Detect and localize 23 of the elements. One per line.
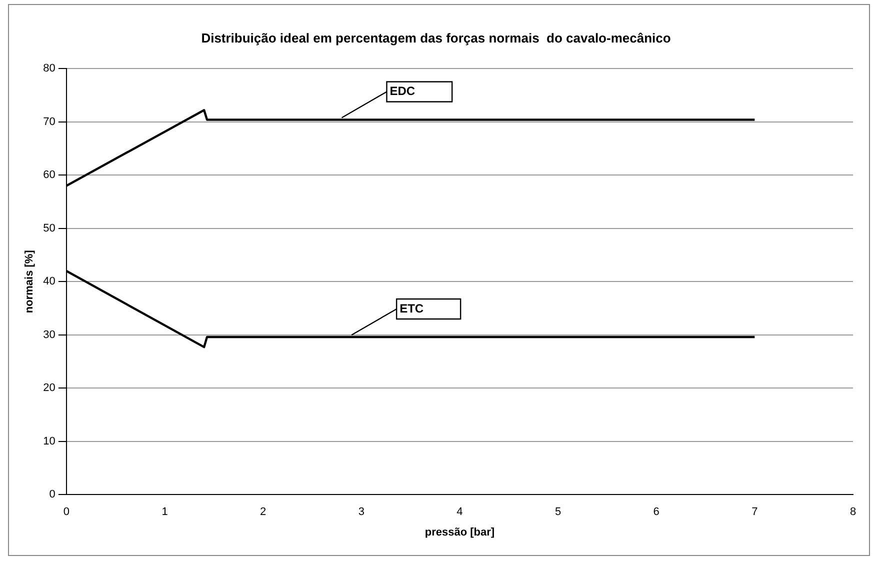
chart-title: Distribuição ideal em percentagem das forças normais do cavalo-mecânico [201, 30, 671, 46]
y-tick-label: 60 [43, 169, 56, 182]
x-tick-label: 1 [162, 506, 168, 518]
y-axis-title: normais [%] [24, 250, 36, 314]
y-tick-label: 20 [43, 382, 56, 394]
x-tick-label: 0 [63, 506, 70, 518]
x-tick-label: 3 [358, 506, 364, 518]
x-tick-label: 2 [260, 506, 266, 518]
y-tick-label: 30 [43, 328, 56, 341]
y-tick-label: 10 [43, 435, 56, 448]
x-tick-label: 6 [653, 506, 660, 518]
x-tick-label: 4 [456, 506, 463, 518]
annotation: ETC [400, 301, 424, 316]
annotation: EDC [390, 84, 416, 98]
x-axis-title: pressão [bar] [424, 526, 495, 538]
y-tick-label: 0 [49, 488, 56, 501]
x-tick-label: 8 [850, 506, 856, 518]
y-tick-label: 80 [43, 62, 56, 75]
y-tick-label: 40 [43, 276, 56, 288]
x-tick-label: 5 [554, 506, 562, 518]
y-tick-label: 70 [43, 116, 56, 128]
y-tick-label: 50 [43, 222, 56, 234]
x-tick-label: 7 [752, 506, 758, 518]
